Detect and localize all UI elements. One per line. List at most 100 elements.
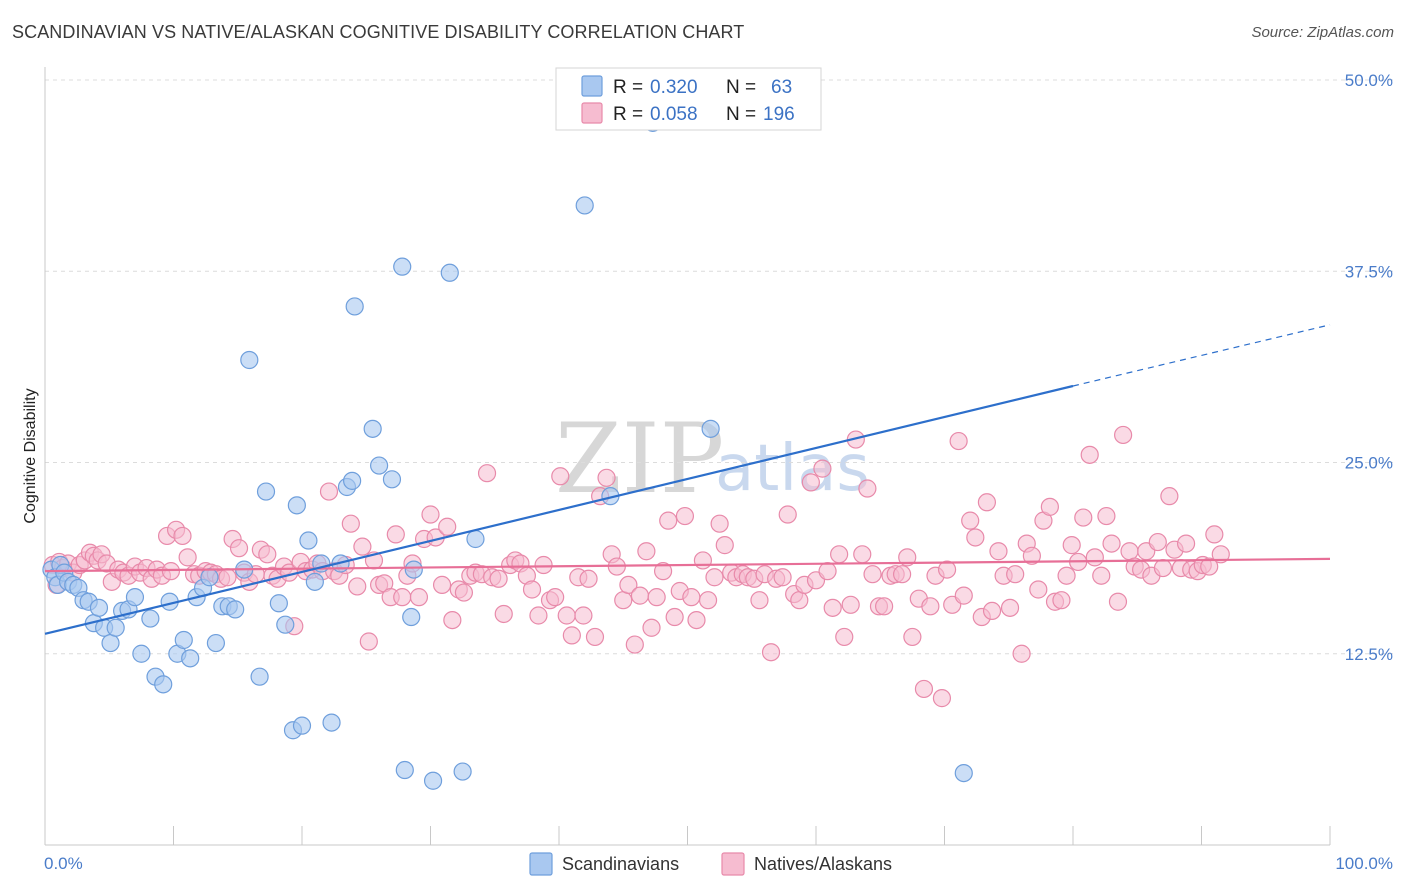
legend-n-label-2: N = xyxy=(726,104,756,125)
data-point-scandinavians xyxy=(382,470,402,489)
data-point-natives xyxy=(977,493,997,512)
data-point-scandinavians xyxy=(154,675,173,694)
x-tick-labels: 0.0% 100.0% xyxy=(44,854,1393,873)
data-point-natives xyxy=(710,514,729,533)
data-point-natives xyxy=(961,511,980,530)
data-point-scandinavians xyxy=(453,762,472,781)
data-point-natives xyxy=(341,514,360,533)
data-point-natives xyxy=(898,548,917,567)
data-point-natives xyxy=(494,604,513,624)
data-point-scandinavians xyxy=(181,649,200,668)
legend-r-label-2: R = xyxy=(613,104,643,125)
data-point-natives xyxy=(477,464,497,483)
data-point-natives xyxy=(218,568,237,587)
data-point-natives xyxy=(705,568,724,587)
data-point-natives xyxy=(761,643,781,662)
legend-r-label-1: R = xyxy=(613,77,643,98)
data-point-natives xyxy=(1148,532,1167,552)
data-point-natives xyxy=(359,632,378,651)
data-point-natives xyxy=(597,468,616,487)
data-point-scandinavians xyxy=(132,644,151,663)
y-tick-label: 50.0% xyxy=(1345,71,1393,90)
data-point-natives xyxy=(1006,565,1025,584)
data-point-scandinavians xyxy=(226,600,245,619)
data-point-scandinavians xyxy=(89,598,109,617)
data-point-natives xyxy=(614,591,633,610)
data-point-natives xyxy=(773,568,792,587)
data-point-natives xyxy=(863,565,882,584)
data-point-natives xyxy=(1022,546,1041,565)
bottom-legend-swatch-scandinavians xyxy=(529,852,553,876)
data-point-natives xyxy=(1120,542,1139,561)
data-point-scandinavians xyxy=(299,531,318,550)
watermark-zip: ZIP xyxy=(555,403,724,515)
data-point-natives xyxy=(989,542,1008,561)
data-point-natives xyxy=(579,569,598,588)
data-point-natives xyxy=(853,545,872,564)
data-point-natives xyxy=(841,595,860,614)
bottom-legend-label-scandinavians: Scandinavians xyxy=(562,854,679,874)
data-point-scandinavians xyxy=(404,560,423,579)
x-tick-label-max: 100.0% xyxy=(1335,854,1393,873)
data-point-scandinavians xyxy=(292,716,312,735)
data-point-natives xyxy=(1080,445,1099,464)
data-point-natives xyxy=(687,610,706,630)
data-point-natives xyxy=(1074,508,1093,527)
data-point-natives xyxy=(1000,598,1020,617)
data-point-natives xyxy=(353,537,372,556)
data-point-natives xyxy=(1029,580,1048,599)
y-tick-labels: 12.5% 25.0% 37.5% 50.0% xyxy=(1345,71,1393,664)
data-point-natives xyxy=(750,591,769,610)
data-point-natives xyxy=(1102,534,1121,553)
data-point-scandinavians xyxy=(954,763,973,783)
data-point-natives xyxy=(966,528,985,547)
data-point-natives xyxy=(630,586,650,605)
data-point-natives xyxy=(914,679,934,699)
bottom-legend-swatch-natives xyxy=(721,852,745,876)
trend-lines xyxy=(44,324,1331,635)
data-point-natives xyxy=(835,627,854,647)
bottom-legend: Scandinavians Natives/Alaskans xyxy=(529,852,892,876)
data-point-scandinavians xyxy=(466,529,485,549)
data-point-natives xyxy=(443,610,462,630)
trend-line-scandinavians xyxy=(44,384,1074,635)
legend-swatch-scandinavians xyxy=(581,75,603,97)
data-point-natives xyxy=(522,580,542,599)
legend: R = 0.320 N = 63 R = 0.058 N = 196 xyxy=(555,67,822,131)
legend-n-value-2: 196 xyxy=(763,104,795,125)
data-point-natives xyxy=(1176,534,1196,553)
y-tick-label: 12.5% xyxy=(1345,645,1393,664)
data-point-natives xyxy=(562,626,581,645)
data-point-natives xyxy=(954,586,973,605)
data-point-scandinavians xyxy=(322,713,341,732)
watermark: ZIP atlas xyxy=(555,403,870,515)
data-point-natives xyxy=(693,551,713,570)
data-point-natives xyxy=(421,505,440,524)
data-point-natives xyxy=(229,539,249,558)
data-point-natives xyxy=(949,431,968,451)
data-point-natives xyxy=(823,598,842,617)
data-point-natives xyxy=(875,597,894,616)
source-label: Source: ZipAtlas.com xyxy=(1251,24,1394,41)
data-point-natives xyxy=(653,562,673,581)
legend-r-value-1: 0.320 xyxy=(650,77,698,98)
data-point-natives xyxy=(178,548,197,567)
data-point-natives xyxy=(557,606,576,625)
data-point-natives xyxy=(1200,557,1219,576)
data-point-scandinavians xyxy=(393,257,412,276)
data-point-scandinavians xyxy=(370,456,389,475)
data-point-natives xyxy=(813,459,832,478)
data-point-natives xyxy=(642,618,661,637)
y-axis-title: Cognitive Disability xyxy=(22,388,39,523)
data-point-natives xyxy=(625,635,644,654)
data-point-natives xyxy=(647,588,666,607)
data-point-natives xyxy=(665,607,684,627)
data-point-scandinavians xyxy=(287,496,306,515)
data-point-scandinavians xyxy=(240,350,259,370)
data-point-scandinavians xyxy=(206,633,226,653)
x-ticks xyxy=(44,826,1331,845)
data-point-natives xyxy=(830,545,849,564)
data-point-scandinavians xyxy=(269,594,288,613)
data-point-natives xyxy=(546,588,565,607)
